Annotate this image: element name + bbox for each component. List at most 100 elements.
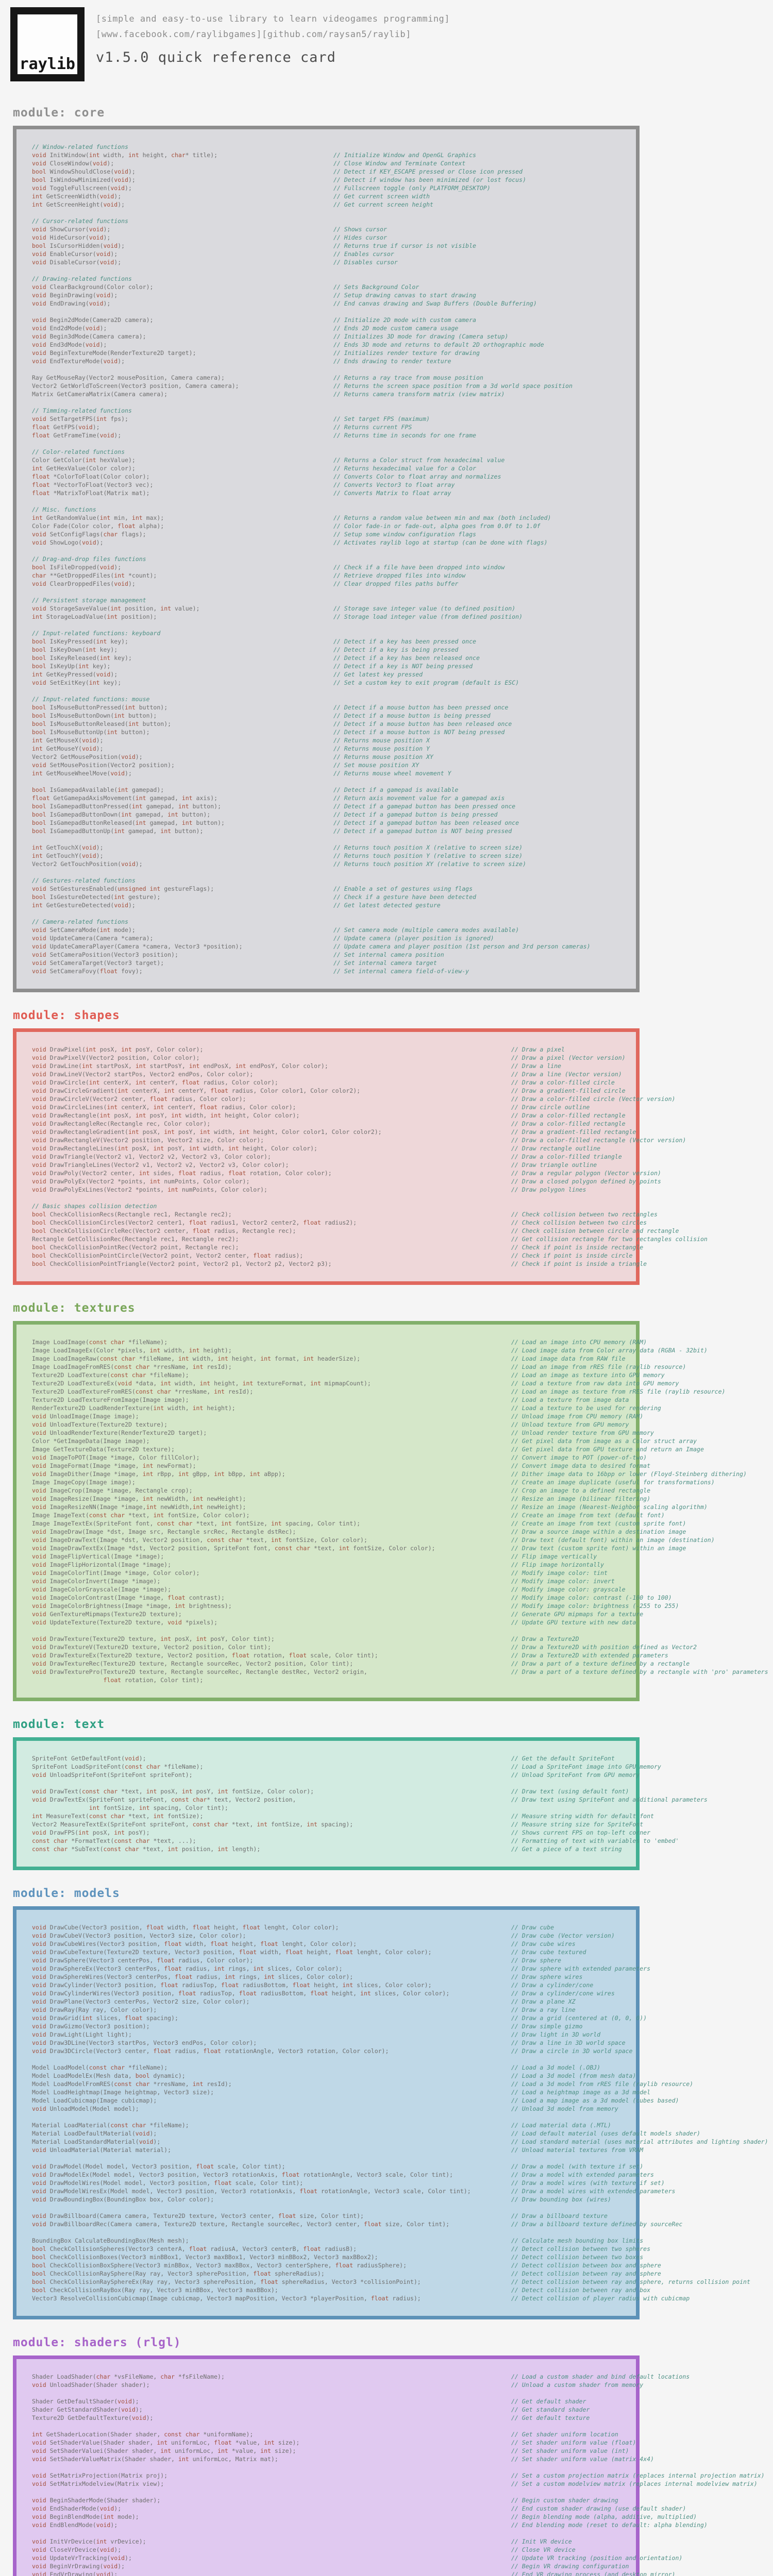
comment-text: // Calculate mesh bounding box limits: [511, 2237, 644, 2244]
code-row: void EnableCursor(void); // Enables curso…: [32, 250, 636, 258]
code-row: void SetGesturesEnabled(unsigned int ges…: [32, 885, 636, 893]
code-row: bool CheckCollisionSpheres(Vector3 cente…: [32, 2245, 650, 2253]
code-text: void DrawSphereWires(Vector3 centerPos, …: [32, 1973, 354, 1980]
code-row: void DrawPoly(Vector2 center, int sides,…: [32, 1169, 661, 1177]
code-text: void BeginTextureMode(RenderTexture2D ta…: [32, 349, 196, 357]
comment-text: // Draw a closed polygon defined by poin…: [511, 1178, 661, 1185]
code-text: void DrawCubeTexture(Texture2D texture, …: [32, 1948, 432, 1956]
code-text: Vector2 GetMousePosition(void);: [32, 753, 143, 760]
code-row: Matrix GetCameraMatrix(Camera camera); //…: [32, 390, 636, 398]
comment-text: // Draw text using SpriteFont and additi…: [511, 1796, 708, 1803]
code-row: void GenTextureMipmaps(Texture2D texture…: [32, 1610, 643, 1618]
code-row: void DrawPixelV(Vector2 position, Color …: [32, 1054, 636, 1062]
comment-text: // Draw a Texture2D: [511, 1635, 579, 1642]
spacer-row: [32, 266, 636, 275]
comment-text: // Enable a set of gestures using flags: [333, 885, 473, 892]
code-row: int StorageLoadValue(int position); // St…: [32, 613, 636, 621]
code-text: void ClearBackground(Color color);: [32, 283, 154, 291]
comment-text: // Draw a grid (centered at (0, 0, 0)): [511, 2014, 647, 2022]
comment-text: // Get current screen width: [333, 193, 430, 200]
code-row: void UpdateTexture(Texture2D texture, vo…: [32, 1618, 636, 1626]
code-row: Vector2 MeasureTextEx(SpriteFont spriteF…: [32, 1820, 643, 1828]
code-row: void ClearDroppedFiles(void); // Clear dr…: [32, 580, 636, 588]
comment-text: // Unload material textures from VRAM: [511, 2146, 644, 2154]
comment-text: // Returns a random value between min an…: [333, 514, 551, 521]
spacer-row: [32, 868, 636, 876]
code-row: Image GetTextureData(Texture2D texture);…: [32, 1445, 704, 1453]
code-row: const char *SubText(const char *text, in…: [32, 1845, 636, 1853]
comment-text: // Initializes 3D mode for drawing (Came…: [333, 333, 509, 340]
code-row: void Begin2dMode(Camera2D camera); // Ini…: [32, 316, 636, 324]
code-row: Model LoadHeightmap(Image heightmap, Vec…: [32, 2088, 650, 2096]
code-text: void DrawTexturePro(Texture2D texture, R…: [32, 1668, 367, 1675]
comment-text: // Detect collision between ray and box: [511, 2286, 651, 2294]
comment-text: // Check if point is inside rectangle: [511, 1244, 644, 1251]
module-title-textures: module: textures: [13, 1301, 136, 1315]
spacer-row: [32, 547, 636, 555]
comment-text: // Set mouse position XY: [333, 761, 419, 769]
code-row: // Camera-related functions: [32, 918, 636, 926]
code-text: void UnloadModel(Model model);: [32, 2105, 139, 2112]
comment-text: // Draw sphere: [511, 1957, 561, 1964]
code-row: bool CheckCollisionCircleRec(Vector2 cen…: [32, 1227, 679, 1235]
code-row: void SetTargetFPS(int fps); // Set target…: [32, 415, 636, 423]
module-panel-text: SpriteFont GetDefaultFont(void); // Get t…: [13, 1737, 708, 1870]
code-row: bool CheckCollisionRaySphereEx(Ray ray, …: [32, 2278, 750, 2286]
code-text: void UnloadTexture(Texture2D texture);: [32, 1421, 168, 1428]
comment-text: // Returns mouse wheel movement Y: [333, 770, 451, 777]
code-text: void DrawRectangleV(Vector2 position, Ve…: [32, 1137, 264, 1144]
comment-text: // Set internal camera field-of-view-y: [333, 968, 469, 975]
comment-text: // Draw a Texture2D with position define…: [511, 1643, 697, 1651]
code-text: void DrawLight(Light light);: [32, 2031, 132, 2038]
code-row: void DrawCube(Vector3 position, float wi…: [32, 1923, 636, 1931]
code-text: void DrawPolyEx(Vector2 *points, int num…: [32, 1178, 250, 1185]
comment-text: // Modify image color: brightness (-255 …: [511, 1602, 679, 1609]
code-row: void CloseWindow(void); // Close Window a…: [32, 159, 636, 167]
code-text: Matrix GetCameraMatrix(Camera camera);: [32, 391, 168, 398]
comment-text: // Modify image color: contrast (-100 to…: [511, 1594, 672, 1601]
comment-text: // Load an image as texture into GPU mem…: [511, 1371, 665, 1379]
code-text: void UpdateCamera(Camera *camera);: [32, 935, 154, 942]
code-text: bool IsGamepadAvailable(int gamepad);: [32, 786, 164, 793]
comment-text: // Ends 2D mode custom camera usage: [333, 325, 459, 332]
code-text: SpriteFont GetDefaultFont(void);: [32, 1755, 146, 1762]
code-row: void UpdateCameraPlayer(Camera *camera, …: [32, 942, 636, 951]
comment-text: // Check if point is inside a triangle: [511, 1260, 647, 1267]
code-row: void DrawPlane(Vector3 centerPos, Vector…: [32, 1997, 636, 2006]
code-text: void UnloadSpriteFont(SpriteFont spriteF…: [32, 1771, 193, 1778]
code-row: float GetFPS(void); // Returns current FP…: [32, 423, 636, 431]
code-row: void DrawTexture(Texture2D texture, int …: [32, 1635, 636, 1643]
comment-text: // Enables cursor: [333, 250, 394, 258]
code-text: void DrawTextureV(Texture2D texture, Vec…: [32, 1643, 271, 1651]
code-text: RenderTexture2D LoadRenderTexture(int wi…: [32, 1404, 236, 1412]
code-text: void DisableCursor(void);: [32, 259, 122, 266]
code-row: SpriteFont GetDefaultFont(void); // Get t…: [32, 1754, 636, 1762]
code-row: void DrawGizmo(Vector3 position); // Draw…: [32, 2022, 636, 2030]
code-text: void DrawCircleGradient(int centerX, int…: [32, 1087, 361, 1094]
comment-text: // Update camera (player position is ign…: [333, 935, 494, 942]
code-row: Vector2 GetMousePosition(void); // Return…: [32, 753, 636, 761]
comment-text: // Draw text (using default font): [511, 1788, 629, 1795]
code-text: void Begin3dMode(Camera camera);: [32, 333, 146, 340]
code-text: void DrawBoundingBox(BoundingBox box, Co…: [32, 2196, 214, 2203]
code-text: Vector2 GetWorldToScreen(Vector3 positio…: [32, 382, 239, 389]
comment-text: // Load a SpriteFont image into GPU memo…: [511, 1763, 661, 1770]
code-row: bool IsKeyUp(int key); // Detect if a key…: [32, 662, 636, 670]
code-text: void ImageDrawTextEx(Image *dst, Vector2…: [32, 1545, 435, 1552]
comment-text: // Draw a line (Vector version): [511, 1071, 622, 1078]
module-shaders: module: shaders (rlgl) Shader LoadShader(…: [0, 2336, 773, 2576]
comment-text: // Returns current FPS: [333, 423, 412, 431]
code-text: bool IsFileDropped(void);: [32, 564, 122, 571]
code-row: void DrawRectangleLines(int posX, int po…: [32, 1144, 636, 1153]
spacer-row: [32, 439, 636, 448]
comment-text: // Returns mouse position Y: [333, 745, 430, 752]
code-row: void EndShaderMode(void); // End custom s…: [32, 2504, 686, 2513]
code-row: void ImageResize(Image *image, int newWi…: [32, 1495, 650, 1503]
code-row: void DrawBoundingBox(BoundingBox box, Co…: [32, 2195, 636, 2204]
code-row: bool IsGamepadButtonDown(int gamepad, in…: [32, 810, 636, 819]
code-row: void DrawText(const char *text, int posX…: [32, 1787, 636, 1795]
code-row: void EndTextureMode(void); // Ends drawin…: [32, 357, 636, 365]
code-text: bool CheckCollisionRaySphereEx(Ray ray, …: [32, 2278, 421, 2285]
code-row: float GetFrameTime(void); // Returns time…: [32, 431, 636, 439]
